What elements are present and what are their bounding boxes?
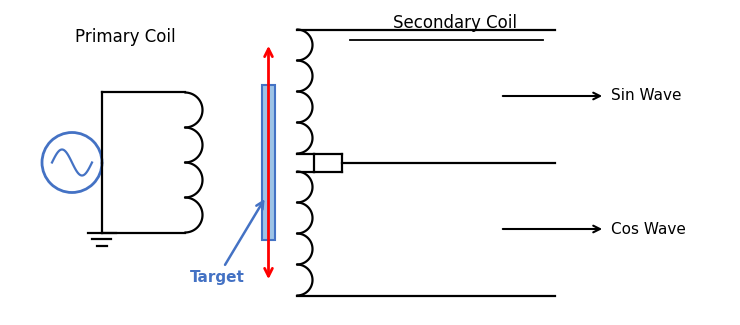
Text: Cos Wave: Cos Wave bbox=[611, 222, 686, 237]
Text: Target: Target bbox=[190, 202, 263, 285]
Bar bbox=[262, 85, 275, 240]
Text: Sin Wave: Sin Wave bbox=[611, 88, 682, 103]
Text: Secondary Coil: Secondary Coil bbox=[393, 14, 517, 32]
Text: Primary Coil: Primary Coil bbox=[75, 28, 175, 46]
